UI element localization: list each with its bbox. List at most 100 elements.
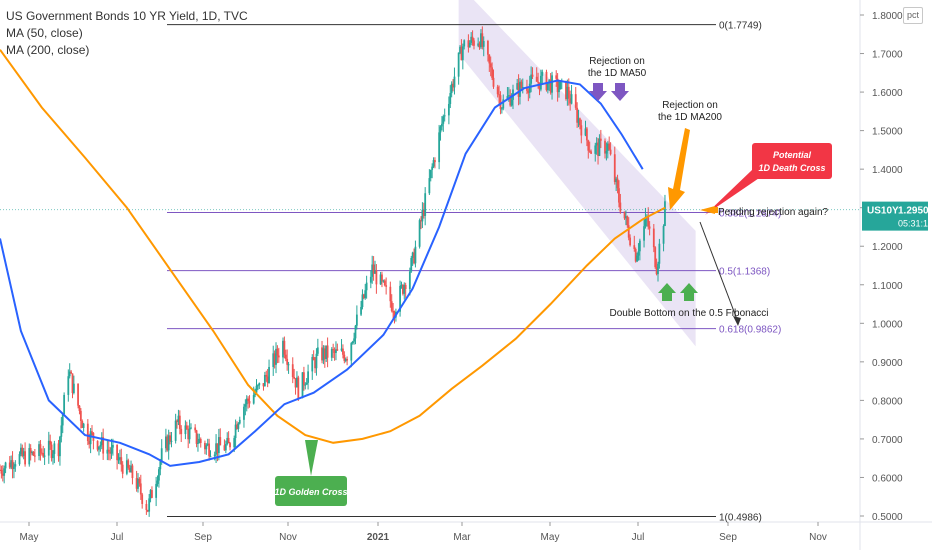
candle-body xyxy=(117,459,120,461)
candle-body xyxy=(629,237,632,246)
candle-body xyxy=(332,349,335,351)
candle-body xyxy=(613,154,616,182)
candle-body xyxy=(463,40,466,47)
candle-body xyxy=(304,384,307,386)
candle-body xyxy=(88,441,91,445)
fib-level-label: 1(0.4986) xyxy=(719,513,762,524)
candle-body xyxy=(206,443,209,446)
candle-body xyxy=(116,444,118,461)
candle-body xyxy=(598,138,601,156)
x-tick-label: 2021 xyxy=(367,532,390,543)
candle-body xyxy=(379,274,382,285)
candle-body xyxy=(71,373,74,394)
candle-body xyxy=(470,36,473,43)
candle-body xyxy=(647,216,650,227)
candle-body xyxy=(580,125,583,136)
candle-body xyxy=(187,429,190,440)
golden-cross-box xyxy=(275,476,347,506)
price-tag-countdown: 05:31:16 xyxy=(898,219,932,229)
candle-body xyxy=(502,99,505,109)
annotation-rejection-ma200: the 1D MA200 xyxy=(658,112,722,123)
candle-body xyxy=(434,160,436,163)
candle-body xyxy=(588,150,591,152)
candle-body xyxy=(353,338,355,342)
candle-body xyxy=(160,448,163,462)
annotation-rejection-ma50: Rejection on xyxy=(589,56,645,67)
candle-body xyxy=(316,347,319,354)
x-tick-label: Sep xyxy=(719,532,737,543)
candle-body xyxy=(404,284,407,290)
candle-body xyxy=(273,353,276,365)
candle-body xyxy=(236,424,238,429)
candle-body xyxy=(482,40,485,47)
candle-body xyxy=(227,437,230,444)
candle-body xyxy=(184,425,187,435)
candle-body xyxy=(467,40,470,48)
candle-body xyxy=(219,437,222,446)
candle-body xyxy=(626,216,629,226)
candle-body xyxy=(307,371,309,383)
candle-body xyxy=(526,87,528,91)
candle-body xyxy=(213,454,216,457)
x-tick-label: Jul xyxy=(632,532,645,543)
candle-body xyxy=(265,374,268,377)
candle-body xyxy=(67,376,70,395)
candle-body xyxy=(77,383,79,406)
fib-level-label: 0.618(0.9862) xyxy=(719,325,781,336)
candle-body xyxy=(574,94,577,108)
percent-scale-button[interactable]: pct xyxy=(903,7,923,24)
candle-body xyxy=(595,142,598,146)
y-tick-label: 1.8000 xyxy=(872,11,903,22)
candle-body xyxy=(109,451,112,454)
candle-body xyxy=(190,427,192,429)
candle-body xyxy=(615,178,618,182)
candle-body xyxy=(411,252,414,258)
candle-body xyxy=(224,444,227,451)
candle-body xyxy=(33,455,36,457)
candle-body xyxy=(106,449,109,454)
candle-body xyxy=(361,294,364,308)
candle-body xyxy=(209,456,212,458)
death-cross-pointer xyxy=(705,170,768,215)
death-cross-box xyxy=(752,143,832,179)
candle-body xyxy=(321,347,323,361)
candle-body xyxy=(420,220,422,222)
candle-body xyxy=(238,419,241,424)
candle-body xyxy=(81,420,84,428)
candle-body xyxy=(507,95,510,97)
candle-body xyxy=(293,377,296,379)
candle-body xyxy=(204,442,206,450)
fib-level-label: 0.5(1.1368) xyxy=(719,267,770,278)
candle-body xyxy=(609,149,612,155)
y-tick-label: 1.7000 xyxy=(872,50,903,61)
candle-body xyxy=(468,42,471,48)
candle-body xyxy=(374,270,376,274)
candle-body xyxy=(61,414,64,426)
candle-body xyxy=(644,217,647,227)
candle-body xyxy=(449,93,452,104)
candle-body xyxy=(31,451,33,454)
candle-body xyxy=(233,438,236,448)
candle-body xyxy=(491,67,493,78)
candle-body xyxy=(506,96,509,100)
candle-body xyxy=(636,255,638,262)
rejection-arrow-purple xyxy=(589,83,607,101)
candle-body xyxy=(131,465,134,479)
legend-title: US Government Bonds 10 YR Yield, 1D, TVC xyxy=(6,9,248,23)
candle-body xyxy=(429,169,432,179)
price-tag-symbol: US10Y xyxy=(867,206,899,217)
candle-body xyxy=(566,86,569,100)
y-tick-label: 0.6000 xyxy=(872,473,903,484)
candle-body xyxy=(125,460,128,474)
candle-body xyxy=(237,423,240,429)
candle-body xyxy=(247,398,250,402)
candle-body xyxy=(392,310,395,313)
candle-body xyxy=(662,226,665,244)
candle-body xyxy=(223,445,226,451)
candle-body xyxy=(413,252,415,264)
golden-cross-label: 1D Golden Cross xyxy=(274,487,347,497)
candle-body xyxy=(294,378,297,388)
candle-body xyxy=(32,451,35,456)
